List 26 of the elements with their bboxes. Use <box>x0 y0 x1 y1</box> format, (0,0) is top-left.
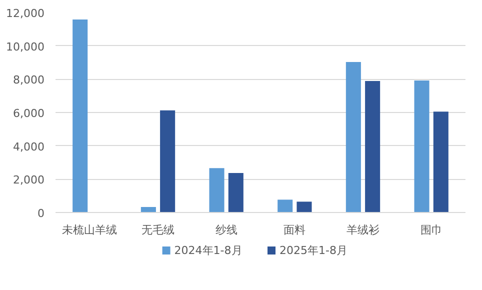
x-tick-label: 围巾 <box>420 224 442 236</box>
bar <box>346 62 361 212</box>
y-tick-label: 6,000 <box>13 107 45 120</box>
bar <box>228 173 244 212</box>
legend-label: 2025年1-8月 <box>280 244 348 257</box>
bar <box>296 202 312 212</box>
x-tick-label: 面料 <box>284 224 306 236</box>
bar <box>278 200 293 212</box>
bar <box>72 20 88 212</box>
bar <box>209 168 224 212</box>
bar <box>160 110 176 212</box>
y-tick-label: 12,000 <box>6 7 45 20</box>
bar <box>140 207 156 212</box>
x-tick-label: 羊绒衫 <box>346 224 380 236</box>
x-tick-label: 无毛绒 <box>142 224 174 236</box>
legend-label: 2024年1-8月 <box>174 244 242 257</box>
bar <box>433 112 448 212</box>
y-tick-label: 10,000 <box>6 40 45 54</box>
x-tick-label: 未梳山羊绒 <box>62 224 118 236</box>
bar <box>365 81 380 212</box>
y-tick-label: 8,000 <box>13 74 45 87</box>
y-tick-label: 0 <box>38 207 44 220</box>
x-tick-label: 纱线 <box>215 224 238 236</box>
bar <box>414 80 430 212</box>
y-tick-label: 4,000 <box>13 140 45 154</box>
y-tick-label: 2,000 <box>13 174 45 187</box>
